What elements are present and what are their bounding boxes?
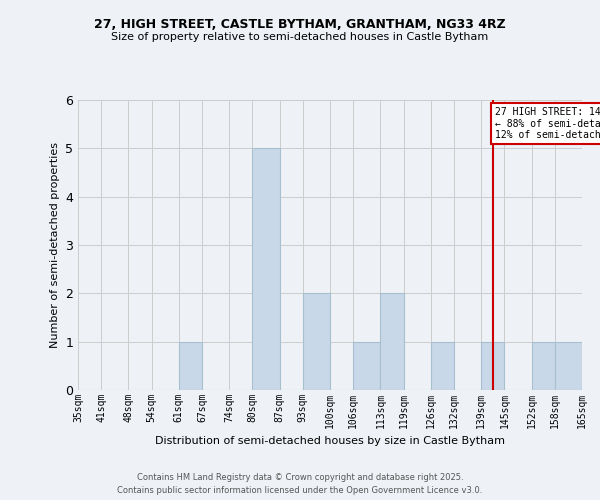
Bar xyxy=(481,342,505,390)
Bar xyxy=(303,294,330,390)
Bar xyxy=(253,148,280,390)
X-axis label: Distribution of semi-detached houses by size in Castle Bytham: Distribution of semi-detached houses by … xyxy=(155,436,505,446)
Y-axis label: Number of semi-detached properties: Number of semi-detached properties xyxy=(50,142,59,348)
Text: Contains HM Land Registry data © Crown copyright and database right 2025.: Contains HM Land Registry data © Crown c… xyxy=(137,474,463,482)
Bar xyxy=(532,342,555,390)
Bar xyxy=(555,342,582,390)
Bar xyxy=(179,342,202,390)
Text: 27 HIGH STREET: 142sqm
← 88% of semi-detached houses are smaller (15)
12% of sem: 27 HIGH STREET: 142sqm ← 88% of semi-det… xyxy=(495,108,600,140)
Bar xyxy=(431,342,454,390)
Bar xyxy=(353,342,380,390)
Bar xyxy=(380,294,404,390)
Text: Size of property relative to semi-detached houses in Castle Bytham: Size of property relative to semi-detach… xyxy=(112,32,488,42)
Text: Contains public sector information licensed under the Open Government Licence v3: Contains public sector information licen… xyxy=(118,486,482,495)
Text: 27, HIGH STREET, CASTLE BYTHAM, GRANTHAM, NG33 4RZ: 27, HIGH STREET, CASTLE BYTHAM, GRANTHAM… xyxy=(94,18,506,30)
